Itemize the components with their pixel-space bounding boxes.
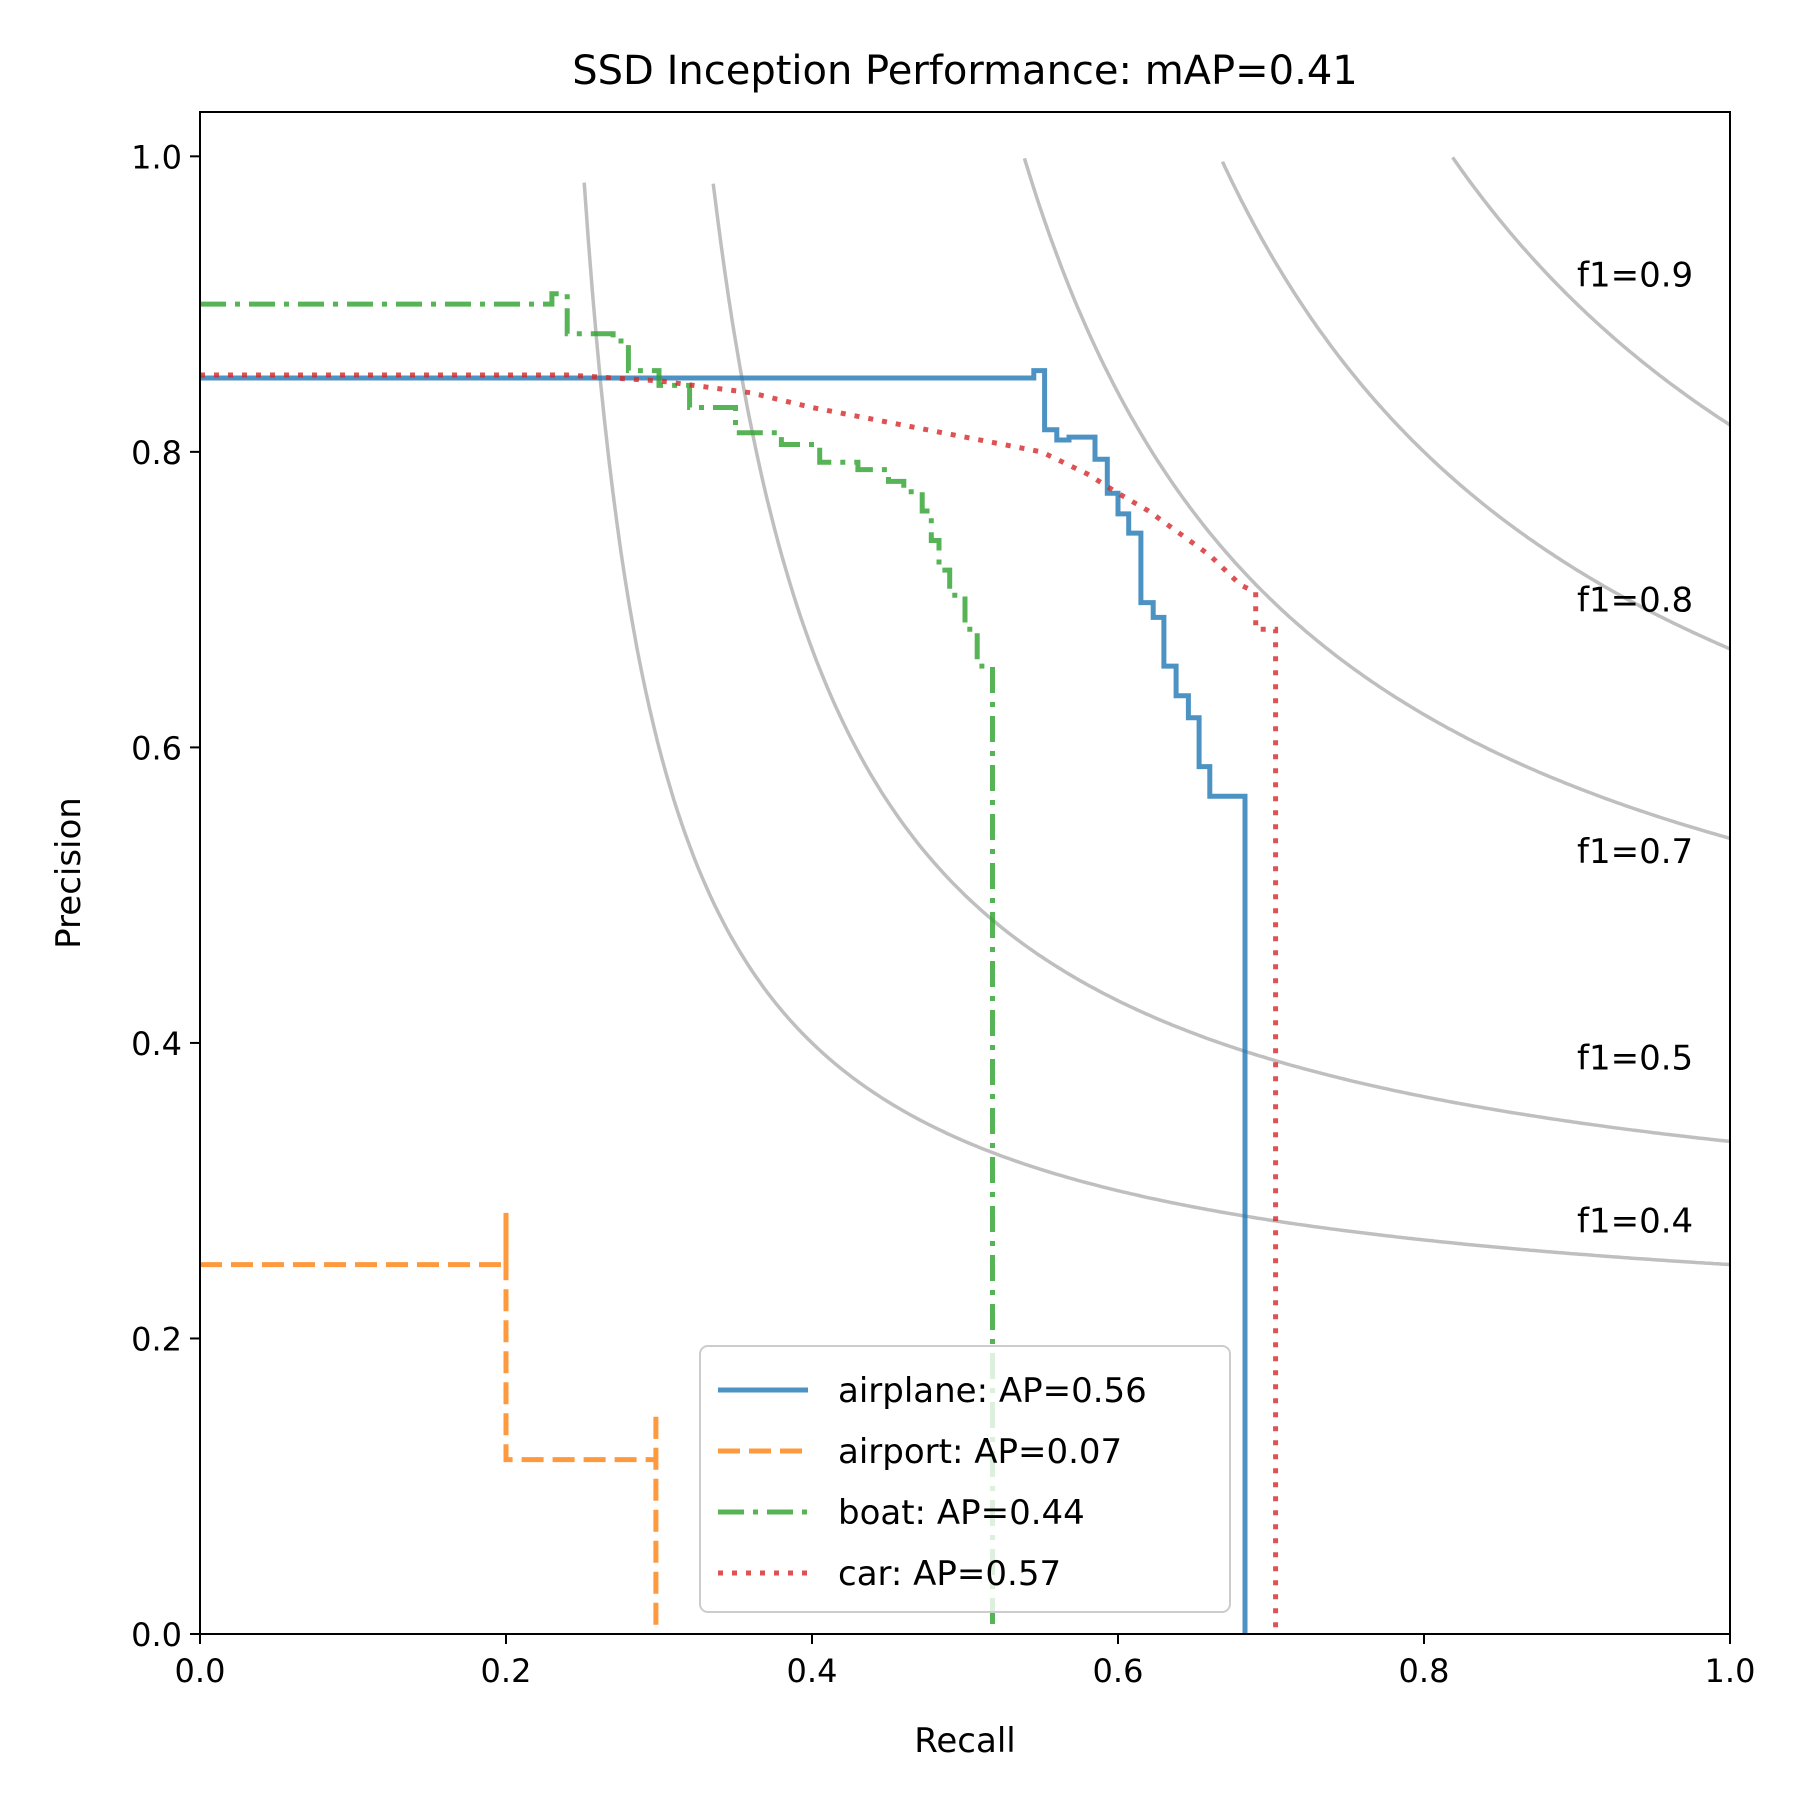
iso-f1-curve-f1-0-5 [711, 183, 1730, 1144]
series-lines [200, 291, 1279, 1634]
iso-f1-label-f1-0-9: f1=0.9 [1577, 256, 1693, 296]
y-axis-ticks: 0.0 0.2 0.4 0.6 0.8 1.0 [131, 138, 200, 1654]
x-tick-label: 0.0 [175, 1652, 226, 1690]
iso-f1-label-f1-0-8: f1=0.8 [1577, 581, 1693, 621]
y-tick-label: 0.4 [131, 1025, 182, 1063]
series-line-car [200, 372, 1279, 1634]
x-axis-label: Recall [914, 1721, 1015, 1761]
legend-label-boat: boat: AP=0.44 [838, 1493, 1085, 1533]
iso-f1-label-f1-0-4: f1=0.4 [1577, 1201, 1693, 1241]
y-tick-label: 0.6 [131, 729, 182, 767]
y-tick-label: 0.2 [131, 1320, 182, 1358]
y-tick-label: 0.0 [131, 1616, 182, 1654]
iso-f1-curves [582, 156, 1730, 1267]
plot-frame [199, 111, 1731, 1635]
iso-f1-label-f1-0-7: f1=0.7 [1577, 832, 1693, 872]
legend-label-airplane: airplane: AP=0.56 [838, 1371, 1147, 1411]
iso-f1-label-f1-0-5: f1=0.5 [1577, 1039, 1693, 1079]
series-line-airplane [200, 368, 1248, 1634]
iso-f1-labels: f1=0.4 f1=0.5 f1=0.7 f1=0.8 f1=0.9 [1577, 256, 1693, 1242]
iso-f1-curve-f1-0-7 [1022, 157, 1730, 840]
iso-f1-curve-f1-0-4 [582, 182, 1730, 1267]
iso-f1-curve-f1-0-9 [1451, 156, 1730, 427]
legend: airplane: AP=0.56 airport: AP=0.07 boat: A… [699, 1345, 1231, 1613]
x-tick-label: 0.6 [1093, 1652, 1144, 1690]
legend-box [699, 1345, 1231, 1613]
series-line-airport [200, 1212, 659, 1634]
y-tick-label: 0.8 [131, 434, 182, 472]
x-tick-label: 0.8 [1399, 1652, 1450, 1690]
legend-label-airport: airport: AP=0.07 [838, 1432, 1122, 1472]
x-axis-ticks: 0.0 0.2 0.4 0.6 0.8 1.0 [175, 1634, 1756, 1690]
y-tick-label: 1.0 [131, 138, 182, 176]
x-tick-label: 0.4 [787, 1652, 838, 1690]
legend-label-car: car: AP=0.57 [838, 1554, 1061, 1594]
x-tick-label: 0.2 [481, 1652, 532, 1690]
x-tick-label: 1.0 [1705, 1652, 1756, 1690]
y-axis-label: Precision [49, 797, 89, 949]
iso-f1-curve-f1-0-8 [1220, 160, 1730, 651]
series-line-boat [200, 291, 995, 1634]
chart-title: SSD Inception Performance: mAP=0.41 [572, 48, 1357, 94]
